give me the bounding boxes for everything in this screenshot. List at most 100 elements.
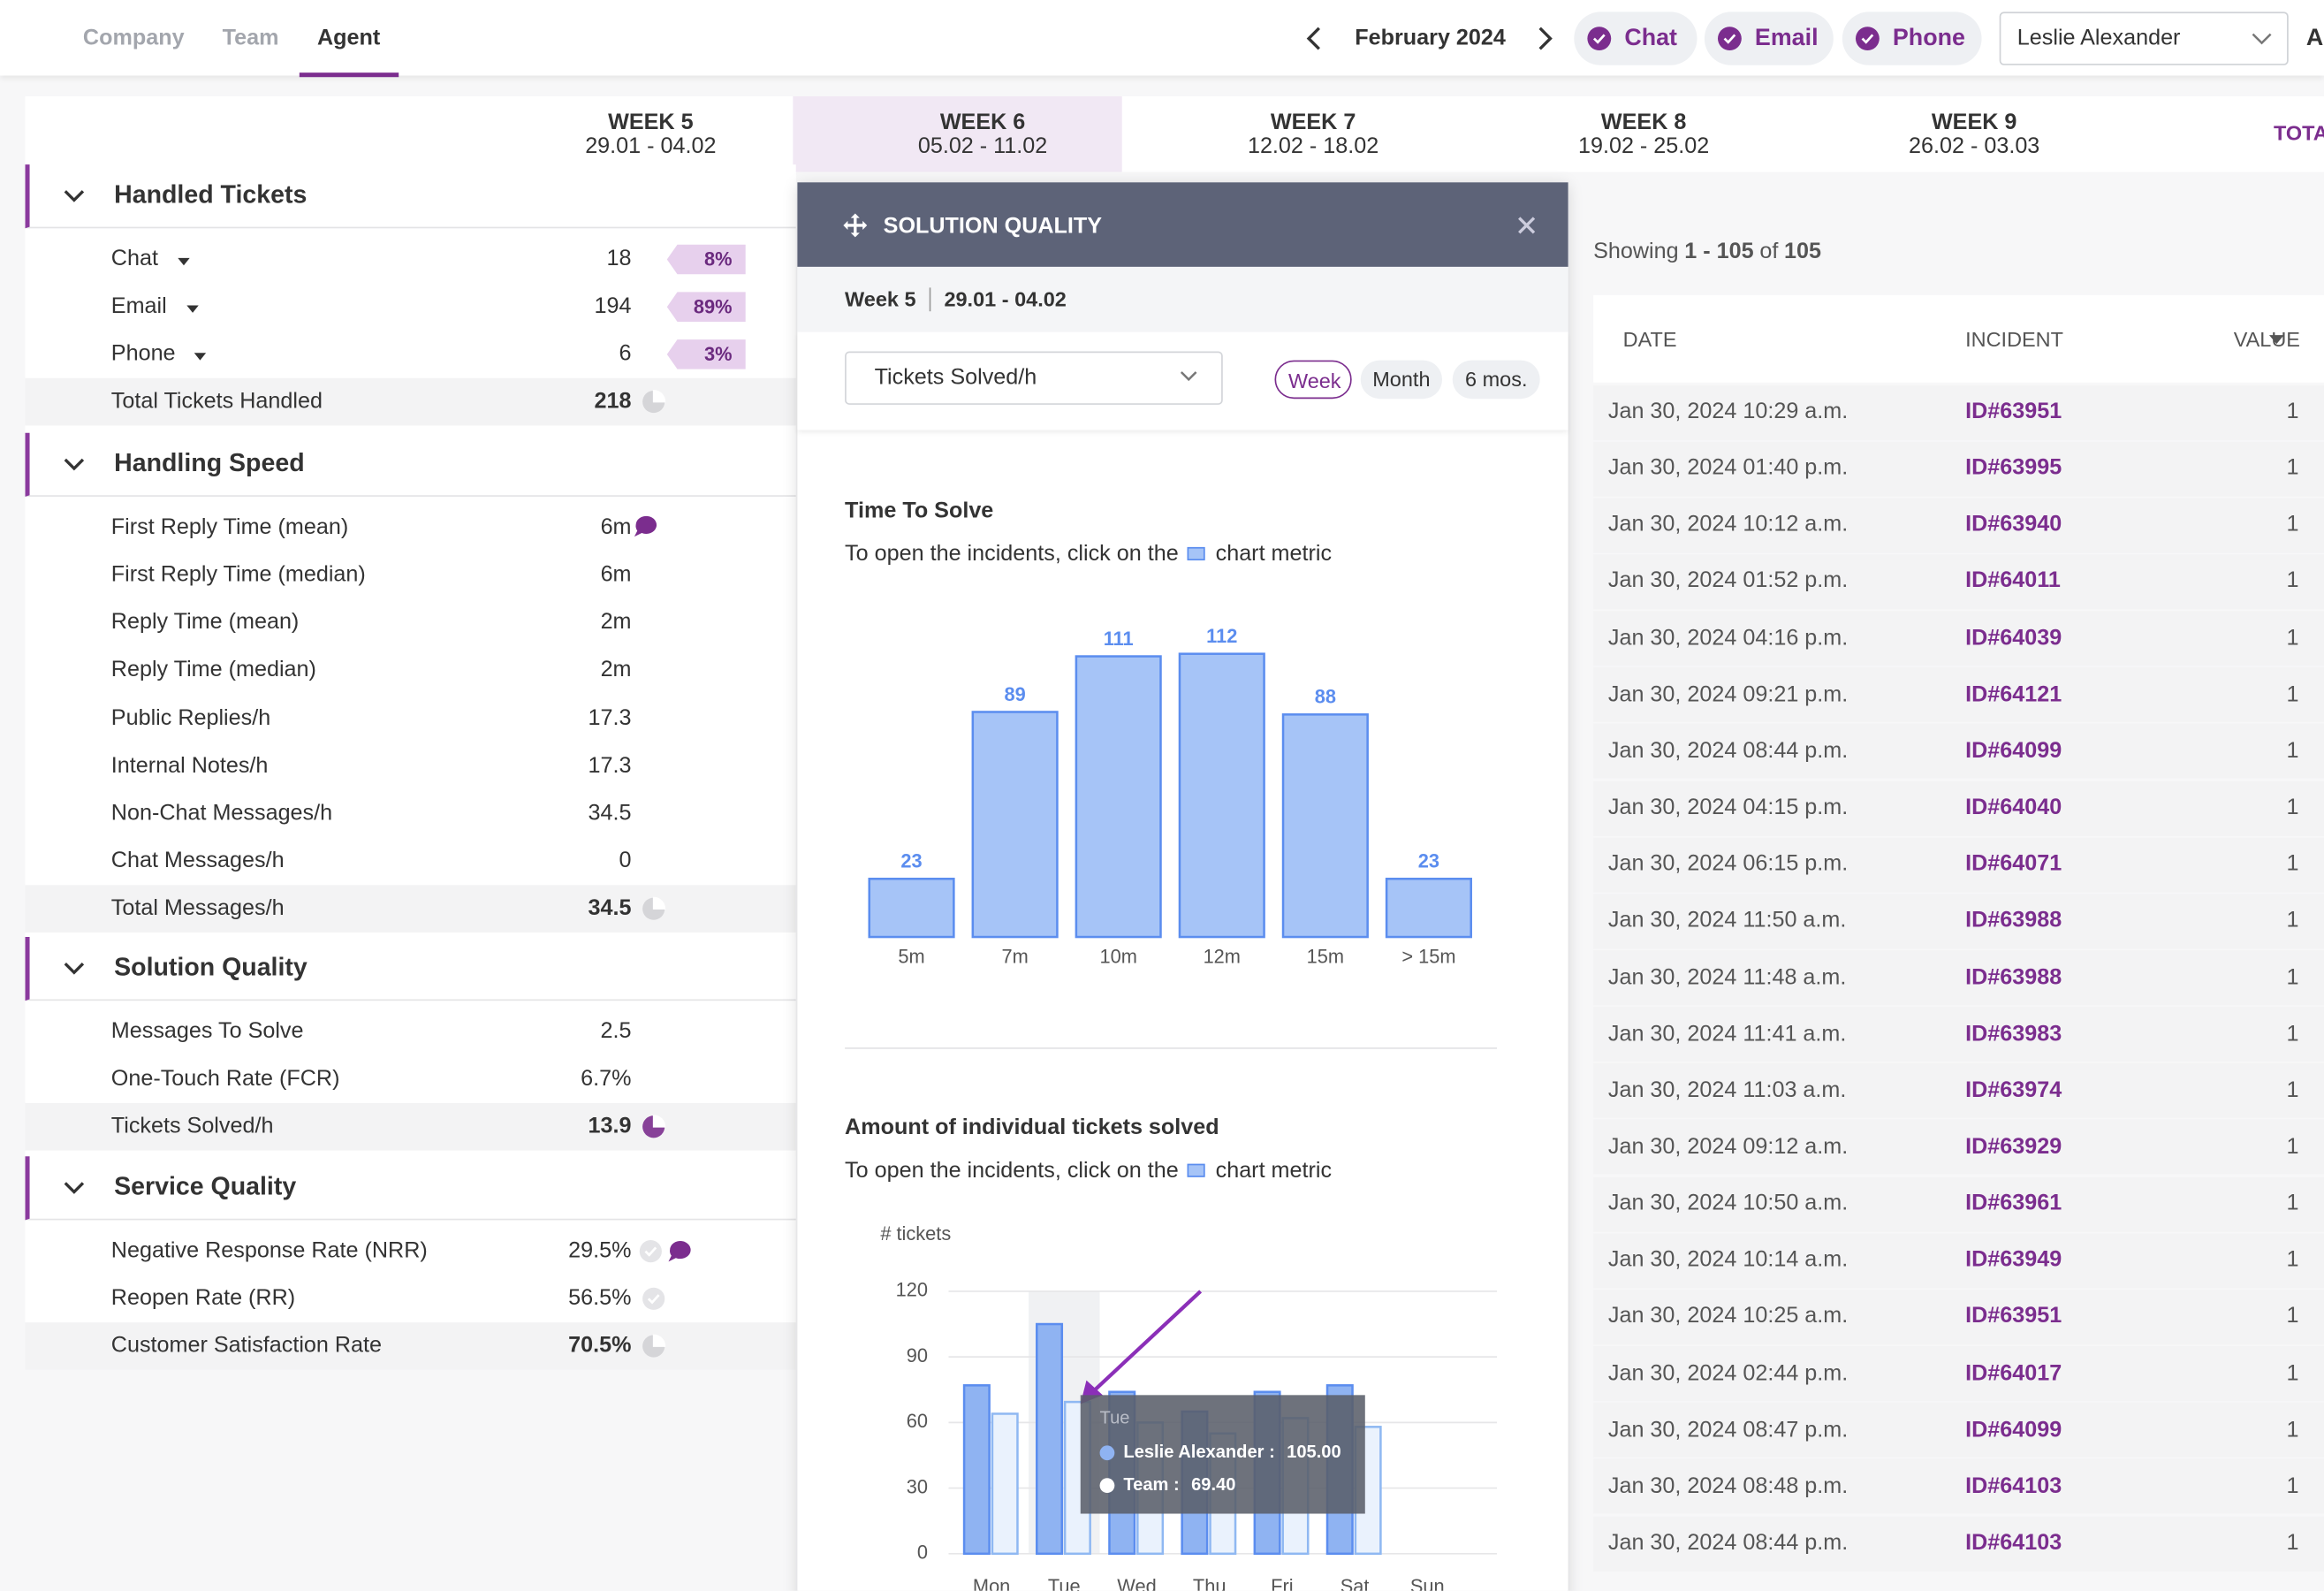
check-mark	[1861, 34, 1874, 44]
incident-id[interactable]: ID#63949	[1965, 1247, 2062, 1273]
incident-id[interactable]: ID#64039	[1965, 625, 2062, 651]
bar[interactable]	[991, 1412, 1019, 1556]
check-icon[interactable]	[641, 1285, 667, 1312]
section-header[interactable]	[25, 432, 796, 497]
incident-row[interactable]	[1593, 1516, 2324, 1572]
section-header[interactable]	[25, 164, 796, 229]
total-value: 34.5	[588, 895, 632, 921]
incident-row[interactable]	[1593, 950, 2324, 1006]
incident-id[interactable]: ID#63983	[1965, 1021, 2062, 1047]
caret-icon[interactable]	[187, 343, 214, 369]
nav-tab[interactable]: Company	[82, 25, 185, 51]
incident-row[interactable]	[1593, 1290, 2324, 1345]
incident-id[interactable]: ID#64071	[1965, 851, 2062, 877]
chip-check	[1855, 27, 1880, 51]
incident-row[interactable]	[1593, 1120, 2324, 1176]
incident-id[interactable]: ID#64017	[1965, 1360, 2062, 1386]
bar[interactable]	[962, 1384, 991, 1556]
filter-chip[interactable]: Chat	[1574, 11, 1697, 65]
close-button[interactable]	[1518, 217, 1536, 234]
bar[interactable]	[1136, 1421, 1165, 1556]
incident-id[interactable]: ID#64011	[1965, 568, 2061, 594]
incident-id[interactable]: ID#63974	[1965, 1077, 2062, 1103]
bar[interactable]	[1253, 1390, 1281, 1556]
period-pill[interactable]: Month	[1360, 360, 1443, 400]
filter-chip[interactable]: Email	[1704, 11, 1834, 65]
incident-id[interactable]: ID#63988	[1965, 908, 2062, 933]
incident-row[interactable]	[1593, 384, 2324, 440]
incident-id[interactable]: ID#64103	[1965, 1473, 2062, 1499]
pie-active-icon[interactable]	[641, 1114, 667, 1140]
bar[interactable]	[1281, 1417, 1310, 1556]
incident-row[interactable]	[1593, 441, 2324, 497]
bar[interactable]	[1385, 878, 1472, 939]
incident-row[interactable]	[1593, 611, 2324, 666]
incident-id[interactable]: ID#64040	[1965, 795, 2062, 820]
caret-icon[interactable]	[170, 247, 196, 274]
incident-id[interactable]: ID#63929	[1965, 1134, 2062, 1160]
incident-row[interactable]	[1593, 1176, 2324, 1232]
period-pill[interactable]: Week	[1274, 360, 1352, 400]
section-header[interactable]	[25, 937, 796, 1001]
bar[interactable]	[1325, 1384, 1354, 1556]
incident-id[interactable]: ID#64099	[1965, 1416, 2062, 1443]
bar[interactable]	[1354, 1426, 1382, 1556]
chev-icon[interactable]	[61, 451, 87, 477]
bar[interactable]	[1036, 1322, 1064, 1556]
nav-tab[interactable]: Agent	[316, 25, 381, 51]
incident-row[interactable]	[1593, 780, 2324, 836]
chev-icon[interactable]	[61, 955, 87, 981]
bar[interactable]	[868, 878, 955, 939]
incident-row[interactable]	[1593, 1007, 2324, 1062]
incident-id[interactable]: ID#63940	[1965, 512, 2062, 537]
incident-row[interactable]	[1593, 1233, 2324, 1289]
incident-row[interactable]	[1593, 1403, 2324, 1458]
filter-chip[interactable]: Phone	[1842, 11, 1982, 65]
caret-icon[interactable]	[178, 295, 205, 322]
incident-row[interactable]	[1593, 498, 2324, 553]
next-month[interactable]	[1532, 24, 1559, 54]
week-label: WEEK 6	[939, 110, 1026, 135]
incident-id[interactable]: ID#64121	[1965, 681, 2062, 707]
incident-id[interactable]: ID#63988	[1965, 964, 2062, 990]
incident-row[interactable]	[1593, 894, 2324, 949]
incident-row[interactable]	[1593, 724, 2324, 780]
incident-id[interactable]: ID#63995	[1965, 455, 2062, 481]
incident-row[interactable]	[1593, 1063, 2324, 1119]
bar[interactable]	[1209, 1432, 1237, 1556]
bar[interactable]	[1178, 652, 1265, 939]
bar[interactable]	[1063, 1400, 1091, 1556]
total-label: Total Messages/h	[110, 895, 285, 921]
incident-date: Jan 30, 2024 11:41 a.m.	[1607, 1021, 1847, 1047]
incident-row[interactable]	[1593, 554, 2324, 610]
bubble-icon[interactable]	[665, 1238, 692, 1265]
incident-id[interactable]: ID#63951	[1965, 399, 2062, 424]
incident-id[interactable]: ID#64099	[1965, 738, 2062, 764]
incident-id[interactable]: ID#64103	[1965, 1529, 2062, 1556]
incident-row[interactable]	[1593, 1346, 2324, 1402]
column-header[interactable]: VALUE	[2233, 327, 2300, 351]
metric-label: Email	[110, 293, 167, 319]
incident-row[interactable]	[1593, 837, 2324, 893]
incident-row[interactable]	[1593, 667, 2324, 723]
bar[interactable]	[1108, 1390, 1136, 1556]
chev-icon[interactable]	[61, 1174, 87, 1200]
bar[interactable]	[1181, 1410, 1209, 1556]
section-header[interactable]	[25, 1156, 796, 1221]
bubble-icon[interactable]	[632, 513, 658, 539]
chev-icon[interactable]	[61, 182, 87, 209]
bar[interactable]	[971, 711, 1059, 939]
prev-month[interactable]	[1300, 24, 1326, 54]
incident-row[interactable]	[1593, 1459, 2324, 1515]
nav-tab[interactable]: Team	[222, 25, 279, 51]
metric-select[interactable]: Tickets Solved/h	[845, 351, 1223, 405]
pie-icon[interactable]	[641, 389, 667, 415]
pie-icon[interactable]	[641, 1333, 667, 1359]
user-dropdown[interactable]: Leslie Alexander	[1999, 11, 2289, 65]
period-pill[interactable]: 6 mos.	[1452, 360, 1540, 400]
incident-id[interactable]: ID#63951	[1965, 1304, 2062, 1329]
bar[interactable]	[1281, 713, 1369, 939]
bar[interactable]	[1075, 655, 1162, 939]
pie-icon[interactable]	[641, 895, 667, 922]
incident-id[interactable]: ID#63961	[1965, 1191, 2062, 1216]
